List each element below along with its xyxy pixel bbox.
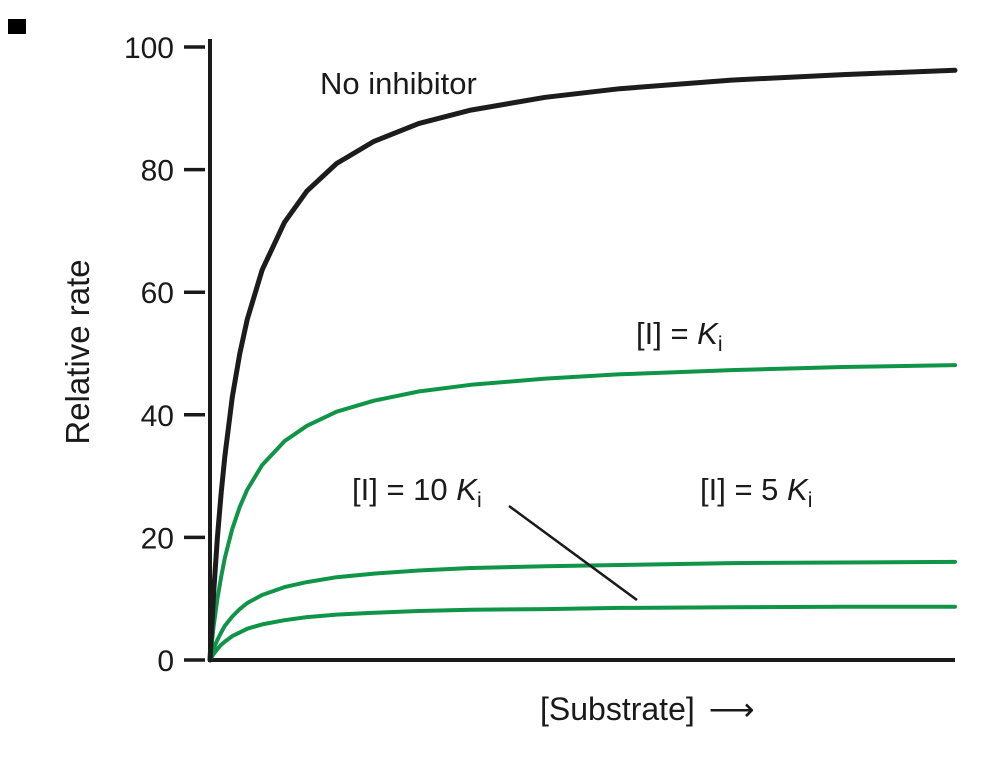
annotation-ki-pre: [I] =	[636, 316, 698, 351]
k-symbol: K	[787, 472, 808, 507]
annotation-no-inhibitor: No inhibitor	[320, 66, 477, 102]
annotation-ki5: [I] = 5 Ki	[700, 472, 812, 511]
annotation-ki: [I] = Ki	[636, 316, 723, 355]
y-tick-label: 40	[141, 400, 174, 433]
annotation-pointer-line	[508, 504, 638, 602]
x-axis-title-text: [Substrate]	[540, 691, 695, 727]
curve-10ki	[208, 604, 957, 662]
annotation-ki5-pre: [I] = 5	[700, 472, 788, 507]
y-tick-label: 20	[141, 522, 174, 555]
k-subscript: i	[717, 333, 723, 357]
right-arrow-icon: ⟶	[708, 691, 755, 727]
annotation-ki10: [I] = 10 Ki	[352, 472, 482, 511]
curve-ki	[208, 363, 957, 662]
curve-5ki	[208, 559, 957, 662]
annotation-no-inhibitor-text: No inhibitor	[320, 66, 477, 101]
k-symbol: K	[697, 316, 718, 351]
y-tick-label: 80	[141, 155, 174, 188]
k-symbol: K	[456, 472, 477, 507]
annotation-ki10-pre: [I] = 10	[352, 472, 457, 507]
y-axis-title: Relative rate	[59, 259, 96, 445]
y-tick-label: 60	[141, 277, 174, 310]
y-tick-label: 100	[124, 32, 174, 65]
curve-no-inhibitor	[207, 67, 958, 663]
y-tick-label: 0	[157, 645, 174, 678]
k-subscript: i	[807, 489, 813, 513]
k-subscript: i	[476, 489, 482, 513]
corner-marker	[8, 19, 26, 34]
x-axis-title: [Substrate] ⟶	[540, 690, 755, 728]
